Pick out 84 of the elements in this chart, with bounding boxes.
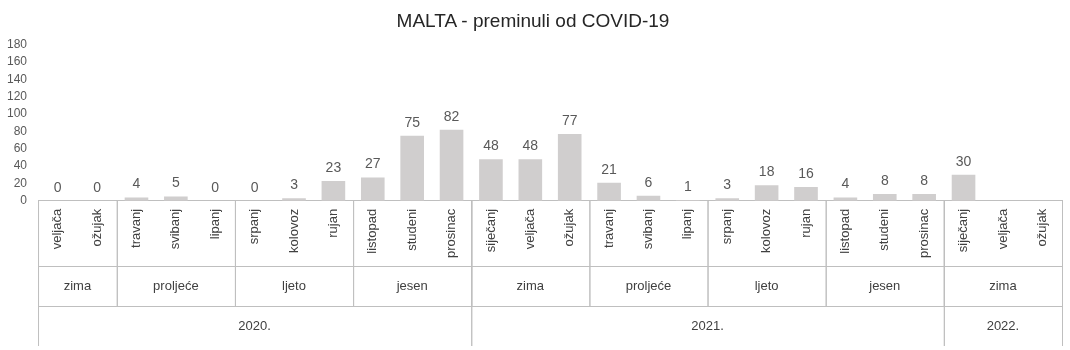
data-label: 16 [798, 164, 814, 181]
y-tick-label: 120 [6, 89, 28, 104]
data-label: 77 [561, 111, 578, 128]
x-tick-label: siječanj [955, 208, 971, 253]
bar [951, 174, 976, 201]
bar [754, 185, 779, 201]
x-tick-label: veljača [994, 208, 1010, 250]
text: proljeće [153, 277, 199, 293]
y-tick-label: 60 [13, 141, 28, 156]
x-tick-label: ožujak [88, 208, 104, 247]
text: 2020. [238, 317, 271, 333]
y-tick-label: 180 [6, 37, 28, 52]
bar [518, 159, 543, 201]
data-label: 4 [132, 175, 141, 192]
data-label: 21 [601, 160, 618, 177]
x-tick-label: ožujak [1033, 208, 1049, 247]
x-tick-label: kolovoz [285, 208, 301, 253]
y-tick-label: 80 [13, 123, 28, 138]
x-tick-label: siječanj [482, 208, 498, 253]
x-tick-label: srpanj [718, 208, 734, 245]
data-label: 5 [171, 174, 180, 191]
text: 2021. [691, 317, 724, 333]
data-label: 18 [758, 163, 775, 180]
text: zima [63, 277, 92, 293]
data-label: 0 [93, 178, 102, 195]
text: jesen [868, 277, 901, 293]
y-tick-label: 160 [6, 54, 28, 69]
text: zima [516, 277, 545, 293]
bar [557, 134, 582, 201]
y-tick-label: 20 [13, 175, 28, 190]
data-label: 3 [723, 176, 732, 193]
x-tick-label: ožujak [561, 208, 577, 247]
data-label: 8 [920, 171, 929, 188]
x-tick-label: listopad [836, 208, 852, 254]
data-label: 30 [955, 152, 972, 169]
chart-title: MALTA - preminuli od COVID-19 [396, 9, 670, 31]
y-tick-label: 40 [13, 158, 28, 173]
x-tick-label: kolovoz [758, 208, 774, 253]
data-label: 0 [250, 178, 259, 195]
text: ljeto [282, 277, 306, 293]
text: 2022. [986, 317, 1020, 333]
x-tick-label: lipanj [679, 208, 695, 240]
x-tick-label: srpanj [246, 208, 262, 245]
data-label: 6 [644, 173, 653, 190]
data-label: 4 [841, 175, 850, 192]
x-tick-label: listopad [364, 208, 380, 254]
x-tick-label: studeni [876, 208, 892, 251]
data-label: 0 [53, 178, 62, 195]
x-tick-label: rujan [324, 208, 340, 238]
x-tick-label: lipanj [206, 208, 222, 240]
y-tick-label: 100 [6, 106, 28, 121]
bar [479, 159, 503, 201]
x-tick-label: prosinac [915, 208, 931, 258]
x-tick-label: svibanj [167, 208, 183, 250]
data-label: 82 [443, 107, 460, 124]
bar [794, 186, 818, 201]
x-tick-label: prosinac [443, 208, 459, 258]
x-tick-label: svibanj [640, 208, 656, 250]
y-tick-label: 0 [20, 193, 28, 208]
bar [439, 129, 464, 201]
x-tick-label: veljača [521, 208, 537, 250]
bar [597, 182, 621, 201]
bar [400, 135, 424, 201]
bar [360, 177, 385, 201]
x-tick-label: travanj [128, 208, 144, 248]
data-label: 3 [290, 176, 299, 193]
x-tick-label: travanj [600, 208, 616, 248]
bar [321, 180, 346, 201]
data-label: 0 [211, 178, 220, 195]
x-tick-label: rujan [797, 208, 813, 238]
data-label: 23 [325, 158, 342, 175]
text: jesen [395, 277, 428, 293]
x-tick-label: studeni [403, 208, 419, 251]
data-label: 27 [364, 155, 381, 172]
data-label: 8 [880, 171, 889, 188]
data-label: 1 [683, 177, 692, 194]
text: ljeto [754, 277, 779, 293]
data-label: 75 [404, 113, 421, 130]
text: zima [989, 277, 1018, 293]
data-label: 48 [522, 137, 539, 154]
data-label: 48 [483, 137, 499, 154]
text: proljeće [625, 277, 672, 293]
y-tick-label: 140 [6, 71, 28, 86]
x-tick-label: veljača [49, 208, 65, 250]
